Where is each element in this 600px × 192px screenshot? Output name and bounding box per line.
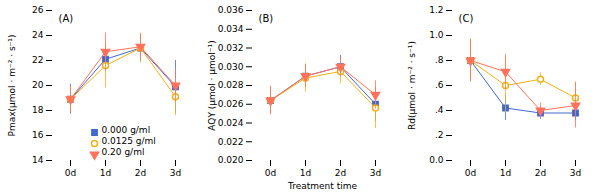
svg-text:0.034: 0.034 bbox=[218, 24, 244, 34]
svg-text:0d: 0d bbox=[65, 168, 76, 178]
svg-text:0.022: 0.022 bbox=[218, 137, 244, 147]
svg-text:.6: .6 bbox=[435, 80, 444, 90]
svg-text:0.000 g/ml: 0.000 g/ml bbox=[102, 125, 151, 135]
svg-text:1d: 1d bbox=[500, 168, 511, 178]
svg-text:0.030: 0.030 bbox=[218, 62, 244, 72]
svg-text:0d: 0d bbox=[265, 168, 276, 178]
svg-text:0.0: 0.0 bbox=[429, 155, 444, 165]
svg-text:(C): (C) bbox=[459, 13, 474, 24]
svg-text:3d: 3d bbox=[170, 168, 181, 178]
svg-text:2d: 2d bbox=[535, 168, 546, 178]
svg-text:24: 24 bbox=[32, 30, 44, 40]
svg-text:.4: .4 bbox=[435, 105, 444, 115]
svg-text:Pmax(μmol · m⁻² · s⁻¹): Pmax(μmol · m⁻² · s⁻¹) bbox=[7, 35, 17, 137]
svg-text:20: 20 bbox=[32, 80, 44, 90]
svg-text:0.0125 g/ml: 0.0125 g/ml bbox=[102, 136, 156, 146]
svg-text:(B): (B) bbox=[259, 13, 274, 24]
svg-text:AQY (μmol · μmol⁻¹): AQY (μmol · μmol⁻¹) bbox=[207, 40, 217, 130]
svg-text:0.20 g/ml: 0.20 g/ml bbox=[102, 147, 145, 157]
svg-text:1d: 1d bbox=[100, 168, 111, 178]
svg-text:1.0: 1.0 bbox=[429, 30, 444, 40]
svg-text:3d: 3d bbox=[370, 168, 381, 178]
svg-text:16: 16 bbox=[32, 130, 44, 140]
svg-text:0.036: 0.036 bbox=[218, 5, 244, 15]
svg-text:(A): (A) bbox=[59, 13, 74, 24]
svg-text:1d: 1d bbox=[300, 168, 311, 178]
svg-text:.8: .8 bbox=[435, 55, 444, 65]
svg-text:0.020: 0.020 bbox=[218, 155, 244, 165]
svg-text:3d: 3d bbox=[570, 168, 581, 178]
svg-text:0.026: 0.026 bbox=[218, 99, 244, 109]
svg-text:0d: 0d bbox=[465, 168, 476, 178]
svg-text:26: 26 bbox=[32, 5, 44, 15]
svg-text:0.028: 0.028 bbox=[218, 80, 244, 90]
svg-text:Rd(μmol · m⁻² · s⁻¹): Rd(μmol · m⁻² · s⁻¹) bbox=[407, 41, 417, 130]
svg-text:0.032: 0.032 bbox=[218, 43, 244, 53]
svg-text:14: 14 bbox=[32, 155, 44, 165]
svg-text:0.024: 0.024 bbox=[218, 118, 244, 128]
svg-text:22: 22 bbox=[32, 55, 43, 65]
svg-text:2d: 2d bbox=[335, 168, 346, 178]
svg-text:18: 18 bbox=[32, 105, 44, 115]
svg-text:.2: .2 bbox=[435, 130, 444, 140]
svg-text:2d: 2d bbox=[135, 168, 146, 178]
svg-text:Treatment time: Treatment time bbox=[287, 181, 357, 191]
svg-text:1.2: 1.2 bbox=[429, 5, 443, 15]
